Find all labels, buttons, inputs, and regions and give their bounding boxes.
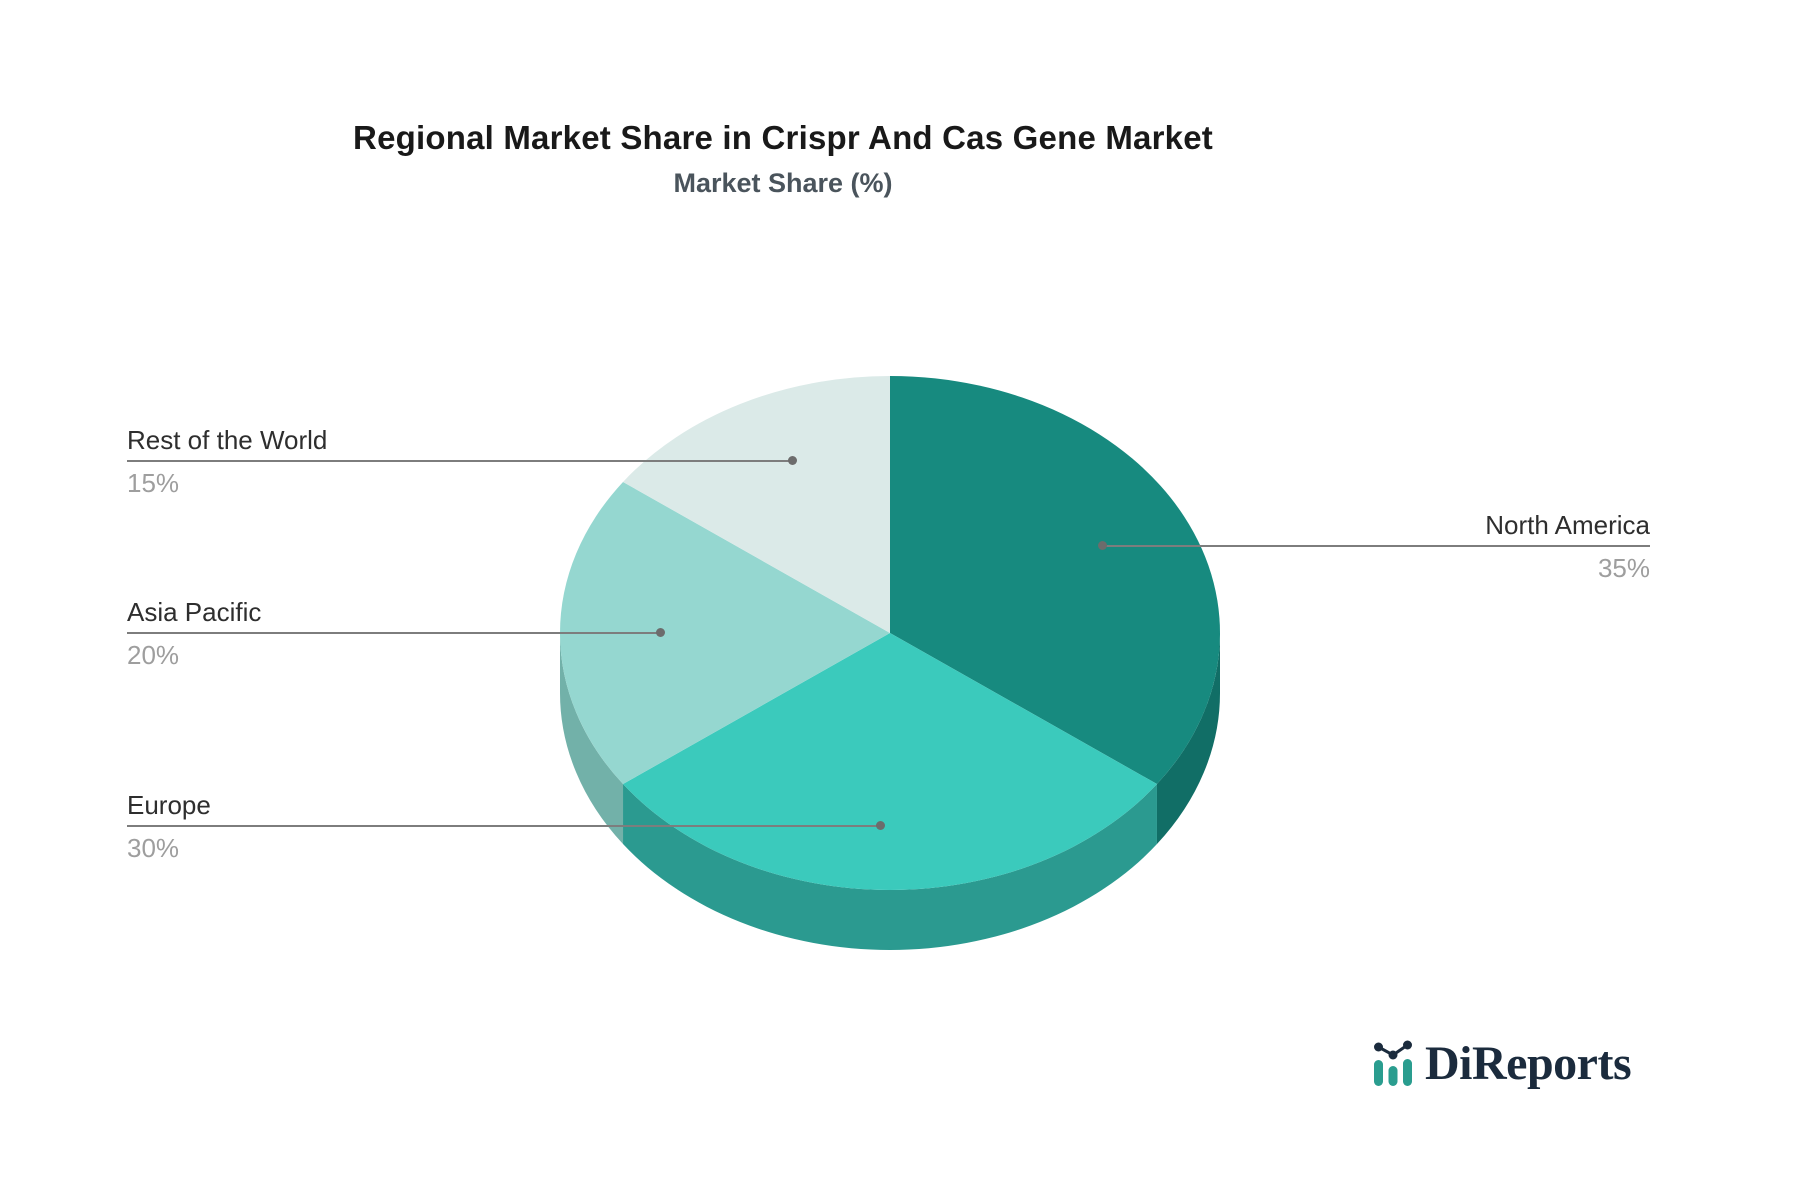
pie-slice-side-asia-pacific [560, 633, 624, 845]
leader-line-europe [127, 825, 881, 827]
slice-value: 30% [127, 833, 180, 863]
leader-dot-europe [876, 821, 885, 830]
callout-north-america: North America 35% [1485, 510, 1650, 583]
leader-dot-north-america [1098, 541, 1107, 550]
callout-asia-pacific: Asia Pacific 20% [127, 597, 261, 670]
pie-slice-side-europe [623, 784, 1157, 950]
leader-dot-rest-of-world [788, 456, 797, 465]
slice-label: Rest of the World [127, 425, 328, 455]
pie-slice-rest-of-the-world [623, 376, 890, 633]
leader-dot-asia-pacific [656, 628, 665, 637]
chart-title: Regional Market Share in Crispr And Cas … [353, 119, 1213, 156]
slice-label: North America [1485, 510, 1650, 540]
slice-value: 35% [1597, 553, 1650, 583]
leader-line-rest-of-world [127, 460, 793, 462]
pie-slice-side-north-america [1156, 633, 1220, 845]
slice-label: Asia Pacific [127, 597, 262, 627]
direports-logo: DiReports [1372, 1037, 1632, 1090]
leader-line-asia-pacific [127, 632, 661, 634]
pie-slice-asia-pacific [560, 481, 890, 785]
callout-rest-of-world: Rest of the World 15% [127, 425, 327, 498]
leader-line-north-america [1103, 545, 1650, 547]
logo-text: DiReports [1425, 1037, 1632, 1090]
pie-slice-north-america [890, 376, 1220, 785]
callout-europe: Europe 30% [127, 790, 211, 863]
chart-subtitle: Market Share (%) [673, 168, 893, 198]
slice-value: 20% [127, 640, 180, 670]
slice-value: 15% [127, 468, 180, 498]
slice-label: Europe [127, 790, 211, 820]
bar-and-line-chart-icon [1374, 1040, 1412, 1086]
